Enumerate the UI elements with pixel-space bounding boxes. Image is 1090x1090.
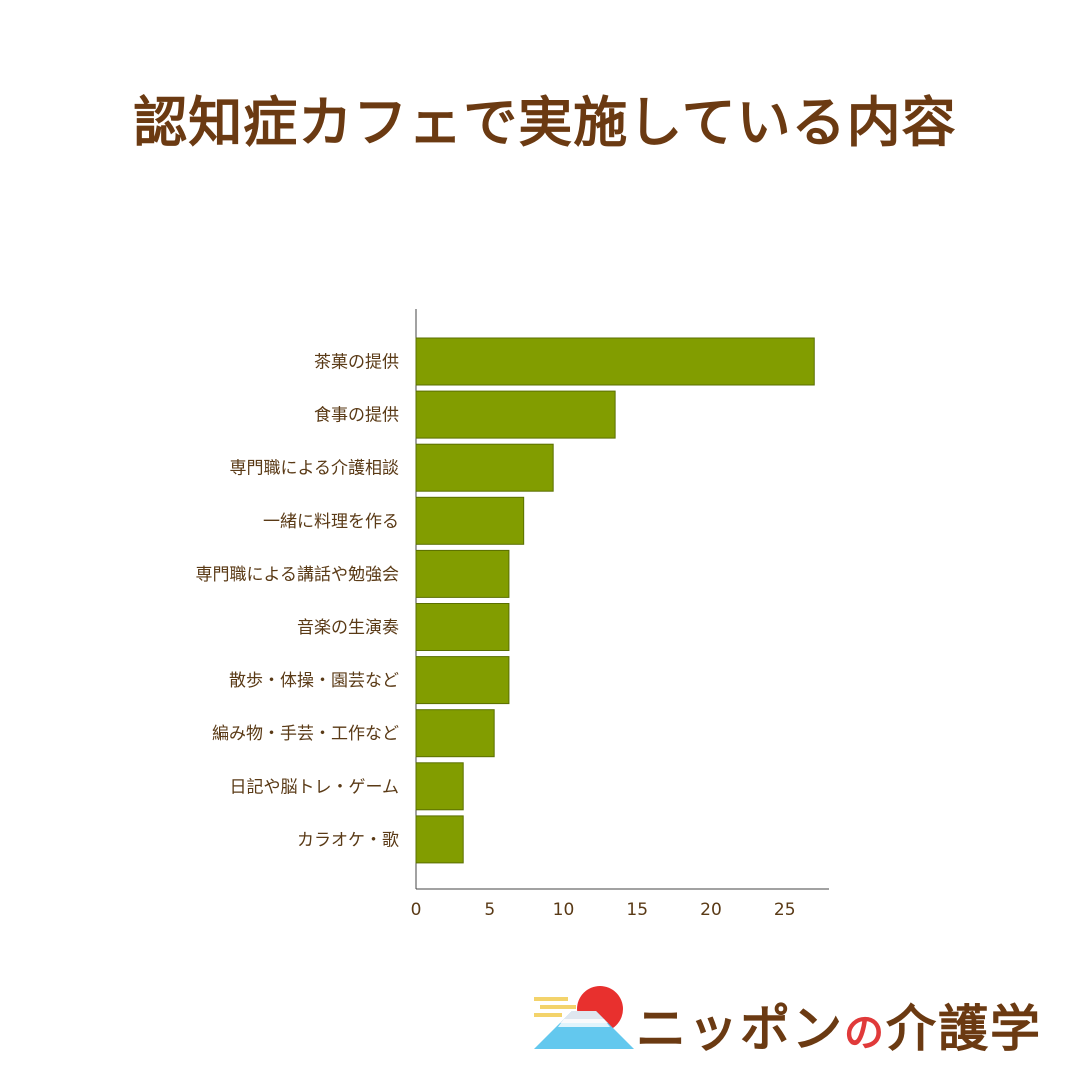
x-tick-label: 0 [411, 900, 422, 920]
site-logo: ニッポンの介護学 [524, 985, 1064, 1058]
category-label: 音楽の生演奏 [297, 618, 399, 638]
x-tick-label: 15 [626, 900, 648, 920]
logo-text: ニッポンの介護学 [636, 1000, 1042, 1058]
category-label: 専門職による介護相談 [230, 459, 400, 479]
category-label: 散歩・体操・園芸など [229, 671, 399, 691]
bar [415, 656, 510, 705]
category-label: 編み物・手芸・工作など [212, 724, 399, 744]
bar [415, 390, 616, 439]
category-label: 茶菓の提供 [314, 353, 399, 373]
bar [415, 815, 464, 864]
bar [415, 709, 495, 758]
x-tick-label: 5 [484, 900, 495, 920]
chart-title: 認知症カフェで実施している内容 [133, 91, 957, 154]
category-label: 日記や脳トレ・ゲーム [230, 777, 400, 797]
mount-fuji-sun-icon [524, 986, 634, 1049]
x-tick-label: 25 [774, 900, 796, 920]
x-tick-label: 10 [553, 900, 575, 920]
category-label: 専門職による講話や勉強会 [196, 565, 400, 585]
bar [415, 443, 554, 492]
category-label: 食事の提供 [314, 406, 399, 426]
bar [415, 496, 525, 545]
category-label: 一緒に料理を作る [263, 512, 399, 532]
bar [415, 762, 464, 811]
bar [415, 549, 510, 598]
bar [415, 337, 815, 386]
x-tick-label: 20 [700, 900, 722, 920]
category-label: カラオケ・歌 [297, 830, 399, 850]
bar [415, 603, 510, 651]
